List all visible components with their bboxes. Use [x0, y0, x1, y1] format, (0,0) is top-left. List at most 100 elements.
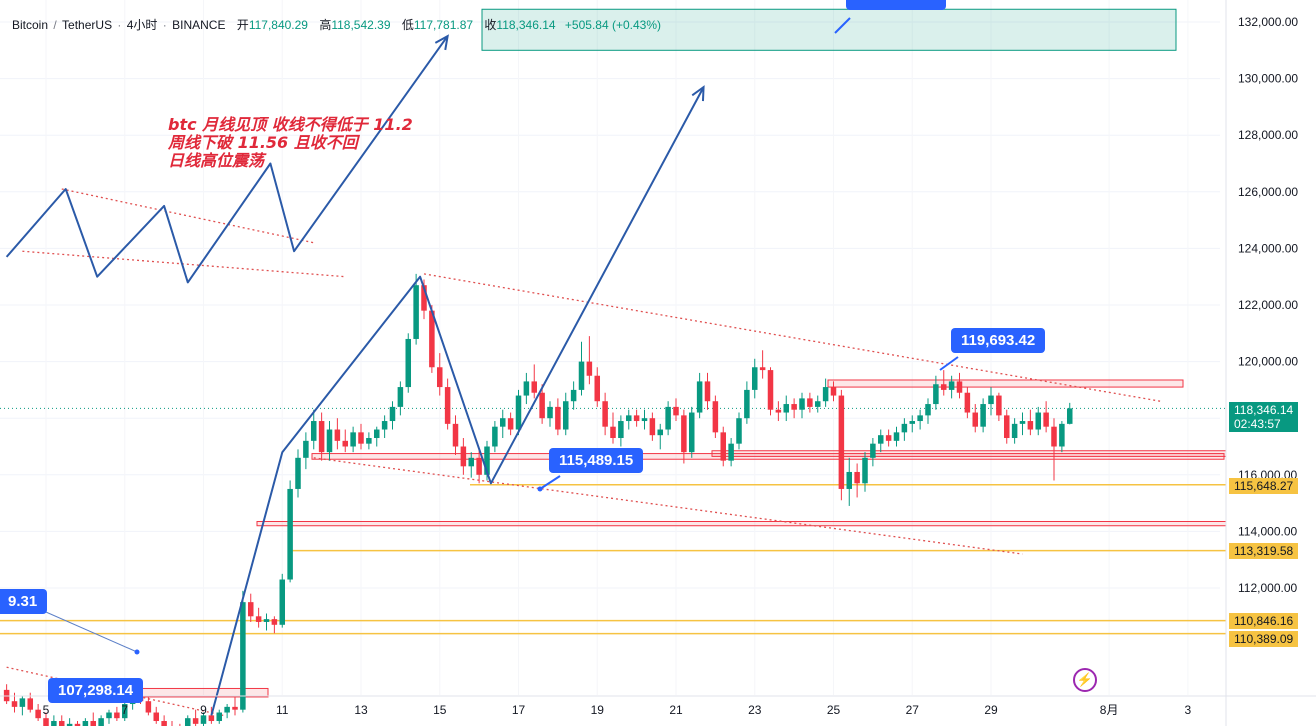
chart-grid	[0, 21, 1220, 589]
candle-body-32	[255, 616, 262, 622]
x-tick-label-6: 17	[512, 703, 526, 717]
candle-body-106	[838, 395, 845, 489]
candle-body-57	[452, 423, 459, 447]
candle-body-101	[799, 398, 805, 410]
candle-body-52	[413, 285, 419, 339]
pattern-paths	[5, 17, 959, 716]
x-tick-label-11: 27	[906, 703, 920, 717]
candle-body-81	[641, 418, 648, 422]
candle-body-9	[74, 723, 81, 726]
candle-body-95	[751, 367, 758, 390]
support-tag-1: 115,648.27	[1229, 478, 1299, 494]
annotation-line-2: 周线下破 11.56 且收不回	[168, 133, 358, 152]
candle-body-74	[586, 361, 593, 376]
x-tick-label-10: 25	[827, 703, 841, 717]
candle-body-87	[688, 412, 695, 453]
candle-body-18	[145, 701, 152, 713]
candle-body-130	[1027, 421, 1034, 430]
callout-high[interactable]: 119,693.42	[951, 328, 1046, 353]
projection-path	[5, 35, 449, 284]
candle-body-39	[310, 421, 317, 441]
chart-header: Bitcoin / TetherUS · 4小时 · BINANCE 开117,…	[12, 18, 661, 32]
callout-mid[interactable]: 115,489.15	[549, 448, 644, 473]
bolt-icon[interactable]: ⚡	[1073, 668, 1097, 692]
candle-body-128	[1011, 423, 1018, 439]
candle-body-4	[35, 709, 41, 719]
y-tick-label-5: 122,000.00	[1238, 298, 1298, 312]
y-tick-label-1: 130,000.00	[1238, 72, 1298, 86]
current-price-tag: 118,346.14 02:43:57	[1229, 402, 1299, 432]
candle-body-86	[681, 415, 687, 453]
support-levels	[0, 407, 1226, 635]
open-label: 开	[236, 18, 249, 32]
candle-body-36	[287, 488, 293, 580]
candle-body-55	[436, 367, 443, 388]
candle-body-96	[759, 367, 766, 371]
candle-body-126	[996, 395, 1002, 416]
candle-body-70	[555, 406, 561, 430]
candle-body-30	[240, 602, 246, 710]
candle-body-85	[673, 406, 679, 416]
candle-body-1	[11, 701, 18, 707]
candle-body-112	[885, 435, 892, 441]
candle-body-25	[200, 715, 207, 724]
candle-body-28	[224, 706, 230, 713]
candle-body-50	[397, 387, 404, 407]
callout-top-pointer	[834, 17, 851, 34]
candle-body-113	[893, 432, 900, 441]
candle-body-73	[578, 361, 585, 390]
callout-low[interactable]: 107,298.14	[48, 678, 144, 703]
candle-body-61	[484, 446, 490, 475]
candle-body-127	[1003, 415, 1010, 439]
candle-body-120	[948, 381, 955, 390]
candle-body-84	[665, 406, 671, 430]
candle-body-117	[925, 404, 931, 416]
callout-left-partial[interactable]: 9.31	[0, 589, 48, 614]
candle-body-75	[594, 375, 601, 402]
candle-body-129	[1019, 421, 1026, 424]
candle-body-124	[980, 404, 986, 427]
callout-top-clipped[interactable]	[846, 0, 946, 10]
candle-body-47	[373, 429, 380, 439]
y-tick-label-10: 112,000.00	[1238, 581, 1297, 595]
candle-body-23	[184, 718, 191, 726]
candle-body-134	[1059, 423, 1065, 447]
candle-body-125	[988, 395, 994, 405]
candle-body-56	[444, 387, 451, 424]
candle-body-64	[507, 418, 514, 430]
pattern-path-arrowhead	[691, 85, 705, 102]
interval-label[interactable]: 4小时	[126, 18, 158, 32]
candle-body-80	[633, 415, 640, 422]
candle-body-15	[121, 704, 128, 719]
candle-body-135	[1066, 408, 1073, 424]
quote-name: TetherUS	[62, 18, 113, 32]
candle-body-123	[972, 412, 979, 427]
callout-mid-pointer	[539, 475, 561, 490]
low-label: 低	[401, 18, 414, 32]
x-tick-label-14: 3	[1185, 703, 1192, 717]
candle-body-119	[940, 384, 947, 390]
analysis-annotation: btc 月线见顶 收线不得低于 11.2 周线下破 11.56 且收不回 日线高…	[168, 116, 413, 170]
zone-3	[711, 450, 1227, 457]
candle-body-72	[570, 389, 577, 402]
close-value: 118,346.14	[496, 18, 556, 32]
candle-body-94	[744, 389, 750, 419]
candle-body-132	[1043, 412, 1049, 427]
candle-body-98	[775, 409, 782, 413]
candle-body-45	[358, 432, 364, 444]
symbol-name[interactable]: Bitcoin	[12, 18, 49, 32]
candle-body-67	[531, 381, 538, 393]
candles	[3, 273, 1073, 726]
candle-body-3	[27, 698, 34, 710]
x-tick-label-12: 29	[984, 703, 998, 717]
candle-body-6	[51, 721, 57, 726]
current-price: 118,346.14	[1234, 403, 1294, 417]
annotation-line-1: btc 月线见顶 收线不得低于 11.2	[168, 115, 413, 134]
candle-body-103	[814, 401, 821, 407]
zone-1	[827, 379, 1184, 388]
candle-body-92	[728, 443, 734, 461]
candle-body-11	[90, 721, 97, 726]
candle-body-66	[523, 381, 530, 396]
